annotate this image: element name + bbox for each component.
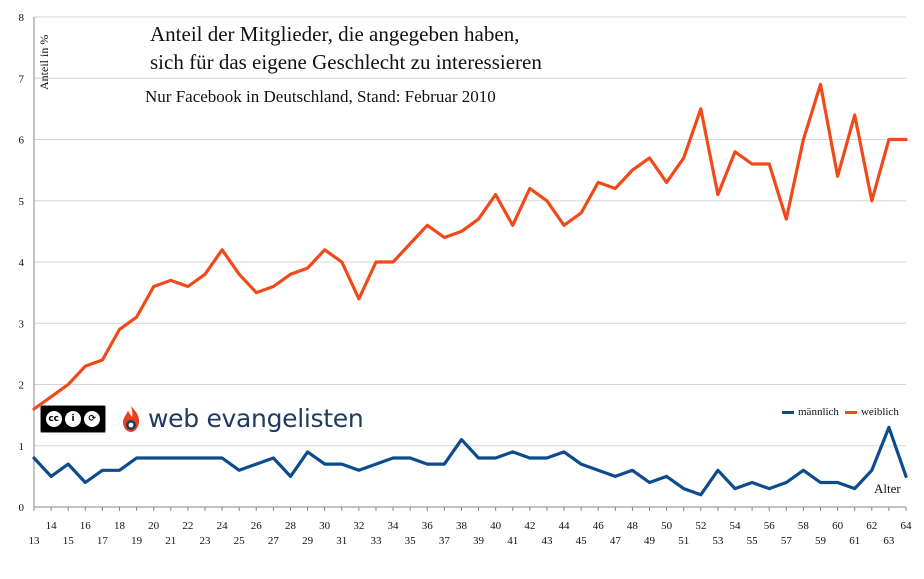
- series-line-männlich: [32, 425, 908, 497]
- chart-title-line-1: Anteil der Mitglieder, die angegeben hab…: [150, 22, 520, 46]
- y-tick-label: 6: [19, 135, 25, 147]
- logo-row: cc i ⟳ web evangelisten: [40, 404, 364, 433]
- legend-item-weiblich: weiblich: [844, 406, 899, 418]
- x-tick-label: 44: [559, 520, 571, 532]
- x-tick-label: 43: [541, 535, 553, 547]
- x-tick-label: 32: [353, 520, 364, 532]
- x-tick-label: 27: [268, 535, 280, 547]
- y-axis-label: Anteil in %: [37, 34, 51, 90]
- legend-label-weiblich: weiblich: [860, 406, 899, 418]
- x-tick-label: 28: [285, 520, 297, 532]
- x-tick-label: 37: [439, 535, 451, 547]
- sa-icon: ⟳: [84, 410, 101, 427]
- series-lines: [32, 82, 908, 497]
- x-tick-label: 46: [593, 520, 605, 532]
- x-tick-label: 64: [901, 520, 913, 532]
- x-tick-label: 45: [576, 535, 588, 547]
- y-tick-label: 2: [19, 380, 25, 392]
- x-tick-label: 40: [490, 520, 502, 532]
- x-tick-label: 49: [644, 535, 656, 547]
- x-tick-label: 23: [199, 535, 211, 547]
- creative-commons-by-sa-icon: cc i ⟳: [40, 404, 106, 433]
- gridlines: [33, 16, 906, 508]
- x-tick-label: 41: [507, 535, 518, 547]
- x-tick-label: 13: [29, 535, 41, 547]
- y-axis-ticks: 0 1 2 3 4 5 6 7 8: [19, 12, 25, 514]
- legend-label-maennlich: männlich: [798, 406, 839, 418]
- x-tick-label: 42: [524, 520, 535, 532]
- x-tick-label: 60: [832, 520, 844, 532]
- web-evangelisten-logo: web evangelisten: [120, 404, 364, 433]
- x-tick-label: 51: [678, 535, 689, 547]
- x-tick-label: 30: [319, 520, 331, 532]
- brand-text: web evangelisten: [148, 404, 364, 433]
- y-tick-label: 3: [19, 318, 25, 330]
- x-axis-ticks: 13 14 15 16 17 18 19 20 21 22 23 24 25 26 27 28 29 30 31 32…: [29, 507, 913, 547]
- legend: männlich weiblich: [782, 406, 905, 418]
- x-tick-label: 19: [131, 535, 143, 547]
- x-tick-label: 36: [422, 520, 434, 532]
- y-tick-label: 0: [19, 502, 25, 514]
- by-icon: i: [64, 410, 81, 427]
- x-tick-label: 29: [302, 535, 314, 547]
- x-tick-label: 20: [148, 520, 160, 532]
- x-tick-label: 50: [661, 520, 673, 532]
- x-tick-label: 15: [63, 535, 75, 547]
- x-tick-label: 14: [46, 520, 58, 532]
- legend-item-maennlich: männlich: [782, 406, 839, 418]
- x-tick-label: 54: [730, 520, 742, 532]
- x-tick-label: 39: [473, 535, 485, 547]
- legend-swatch-weiblich: [844, 410, 857, 414]
- x-tick-label: 61: [849, 535, 860, 547]
- x-tick-label: 22: [182, 520, 193, 532]
- x-tick-label: 35: [405, 535, 417, 547]
- x-tick-label: 57: [781, 535, 793, 547]
- x-tick-label: 59: [815, 535, 827, 547]
- x-tick-label: 53: [712, 535, 724, 547]
- legend-swatch-maennlich: [782, 410, 794, 414]
- x-tick-label: 63: [883, 535, 895, 547]
- x-tick-label: 17: [97, 535, 109, 547]
- x-axis-label: Alter: [874, 481, 901, 496]
- chart-subtitle: Nur Facebook in Deutschland, Stand: Febr…: [145, 87, 496, 106]
- x-tick-label: 56: [764, 520, 776, 532]
- x-tick-label: 38: [456, 520, 468, 532]
- x-tick-label: 26: [251, 520, 263, 532]
- x-tick-label: 34: [388, 520, 400, 532]
- x-tick-label: 58: [798, 520, 810, 532]
- x-tick-label: 16: [80, 520, 92, 532]
- x-tick-label: 33: [370, 535, 382, 547]
- y-tick-label: 1: [19, 441, 25, 453]
- x-tick-label: 24: [217, 520, 229, 532]
- series-line-weiblich: [32, 82, 908, 411]
- x-tick-label: 55: [747, 535, 759, 547]
- x-tick-label: 48: [627, 520, 639, 532]
- y-tick-label: 4: [19, 257, 25, 269]
- chart-title-line-2: sich für das eigene Geschlecht zu intere…: [150, 50, 542, 74]
- web-evangelisten-flame-icon: [123, 405, 139, 432]
- x-tick-label: 52: [695, 520, 706, 532]
- x-tick-label: 18: [114, 520, 126, 532]
- y-tick-label: 7: [19, 73, 25, 85]
- y-tick-label: 5: [19, 196, 25, 208]
- x-tick-label: 25: [234, 535, 246, 547]
- y-tick-label: 8: [19, 12, 25, 24]
- x-tick-label: 21: [165, 535, 176, 547]
- cc-icon: cc: [45, 410, 62, 427]
- x-tick-label: 62: [866, 520, 877, 532]
- x-tick-label: 47: [610, 535, 622, 547]
- x-tick-label: 31: [336, 535, 347, 547]
